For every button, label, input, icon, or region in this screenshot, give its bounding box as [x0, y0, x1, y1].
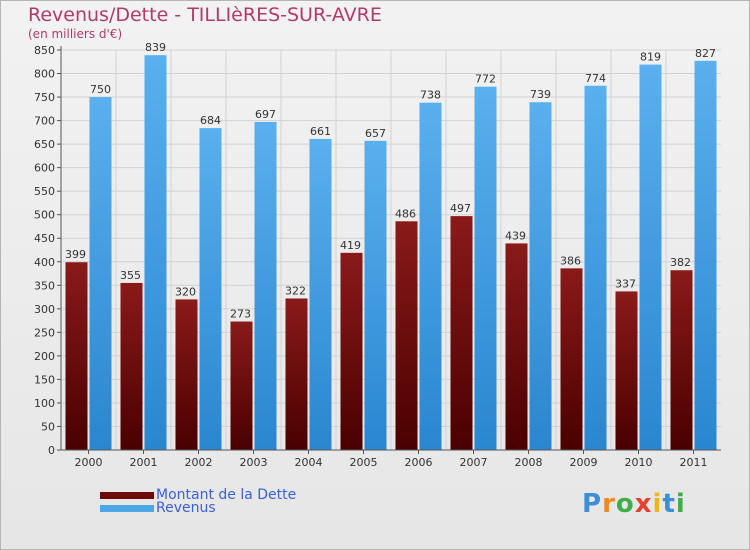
chart-title: Revenus/Dette - TILLIèRES-SUR-AVRE — [28, 4, 382, 26]
bar-revenus-2002 — [199, 128, 222, 450]
x-tick-label-2001: 2001 — [130, 456, 158, 469]
label-layer: 399 750 355 839 320 684 273 697 322 661 419 657 486 7… — [65, 41, 716, 320]
data-label-revenus-2010: 819 — [640, 51, 661, 64]
data-label-debt-2008: 439 — [505, 229, 526, 242]
data-label-revenus-2011: 827 — [695, 47, 716, 60]
x-tick-label-2011: 2011 — [680, 456, 708, 469]
legend-swatch-debt — [100, 491, 154, 499]
logo-letter: i — [675, 489, 686, 519]
legend-item-revenus: Revenus — [100, 500, 216, 516]
data-label-revenus-2005: 657 — [365, 127, 386, 140]
data-label-revenus-2007: 772 — [475, 73, 496, 86]
data-label-debt-2009: 386 — [560, 254, 581, 267]
y-tick-label: 50 — [41, 420, 55, 433]
bar-debt-2004 — [285, 298, 308, 450]
x-tick-label-2010: 2010 — [625, 456, 653, 469]
data-label-revenus-2002: 684 — [200, 114, 221, 127]
x-tick-label-2009: 2009 — [570, 456, 598, 469]
y-tick-label: 0 — [48, 444, 55, 457]
chart-subtitle: (en milliers d'€) — [28, 27, 123, 41]
bar-debt-2009 — [560, 268, 583, 450]
x-tick-label-2005: 2005 — [350, 456, 378, 469]
x-tick-label-2002: 2002 — [185, 456, 213, 469]
y-tick-label: 200 — [34, 350, 55, 363]
axis-layer: 0 50 100 150 200 250 300 350 400 450 500 550 600 650 7… — [34, 44, 721, 469]
data-label-debt-2002: 320 — [175, 285, 196, 298]
data-label-debt-2005: 419 — [340, 239, 361, 252]
bar-debt-2008 — [505, 243, 528, 450]
y-tick-label: 250 — [34, 326, 55, 339]
bar-revenus-2009 — [584, 85, 607, 450]
bar-revenus-2001 — [144, 55, 167, 450]
logo-letter: i — [652, 489, 663, 519]
data-label-debt-2006: 486 — [395, 207, 416, 220]
data-label-revenus-2009: 774 — [585, 72, 606, 85]
data-label-debt-2003: 273 — [230, 308, 251, 321]
bar-revenus-2004 — [309, 138, 332, 451]
y-tick-label: 750 — [34, 91, 55, 104]
bar-revenus-2011 — [694, 60, 717, 451]
y-tick-label: 400 — [34, 256, 55, 269]
data-label-revenus-2006: 738 — [420, 89, 441, 102]
data-label-revenus-2003: 697 — [255, 108, 276, 121]
bar-debt-2003 — [230, 321, 253, 450]
logo-letter: r — [602, 489, 616, 519]
y-tick-label: 600 — [34, 162, 55, 175]
y-tick-label: 550 — [34, 185, 55, 198]
bar-debt-2006 — [395, 221, 418, 450]
y-tick-label: 300 — [34, 303, 55, 316]
bar-debt-2005 — [340, 252, 363, 450]
data-label-debt-2000: 399 — [65, 248, 86, 261]
grid-layer — [61, 49, 721, 450]
x-tick-label-2003: 2003 — [240, 456, 268, 469]
proxiti-logo: Proxiti — [582, 489, 686, 519]
x-tick-label-2000: 2000 — [75, 456, 103, 469]
bar-debt-2001 — [120, 282, 143, 450]
data-label-debt-2007: 497 — [450, 202, 471, 215]
y-tick-label: 500 — [34, 209, 55, 222]
x-tick-label-2008: 2008 — [515, 456, 543, 469]
bar-revenus-2003 — [254, 122, 277, 450]
bar-revenus-2010 — [639, 64, 662, 451]
bar-layer — [65, 55, 717, 451]
y-tick-label: 350 — [34, 279, 55, 292]
data-label-debt-2001: 355 — [120, 269, 141, 282]
logo-letter: x — [634, 489, 653, 519]
bar-revenus-2008 — [529, 102, 552, 450]
bar-debt-2000 — [65, 262, 88, 450]
data-label-debt-2010: 337 — [615, 277, 636, 290]
legend-item-debt: Montant de la Dette — [100, 487, 296, 503]
bar-debt-2011 — [670, 270, 693, 450]
y-tick-label: 100 — [34, 397, 55, 410]
y-tick-label: 450 — [34, 232, 55, 245]
logo-letter: P — [582, 489, 603, 519]
x-tick-label-2007: 2007 — [460, 456, 488, 469]
data-label-revenus-2008: 739 — [530, 88, 551, 101]
data-label-revenus-2004: 661 — [310, 125, 331, 138]
y-tick-label: 850 — [34, 44, 55, 57]
data-label-debt-2004: 322 — [285, 284, 306, 297]
x-tick-label-2004: 2004 — [295, 456, 323, 469]
y-tick-label: 150 — [34, 373, 55, 386]
bar-debt-2007 — [450, 216, 473, 450]
legend-label-revenus: Revenus — [156, 500, 216, 516]
data-label-debt-2011: 382 — [670, 256, 691, 269]
y-tick-label: 700 — [34, 115, 55, 128]
bar-revenus-2005 — [364, 140, 387, 450]
data-label-revenus-2000: 750 — [90, 83, 111, 96]
logo-letter: t — [662, 489, 676, 519]
x-tick-label-2006: 2006 — [405, 456, 433, 469]
data-label-revenus-2001: 839 — [145, 41, 166, 54]
bar-debt-2002 — [175, 299, 198, 450]
bar-debt-2010 — [615, 291, 638, 450]
bar-revenus-2007 — [474, 86, 497, 451]
legend-swatch-revenus — [100, 504, 154, 512]
bar-revenus-2006 — [419, 102, 442, 451]
logo-letter: o — [615, 489, 635, 519]
y-tick-label: 800 — [34, 68, 55, 81]
y-tick-label: 650 — [34, 138, 55, 151]
bar-revenus-2000 — [89, 97, 112, 450]
legend-label-debt: Montant de la Dette — [156, 487, 297, 503]
